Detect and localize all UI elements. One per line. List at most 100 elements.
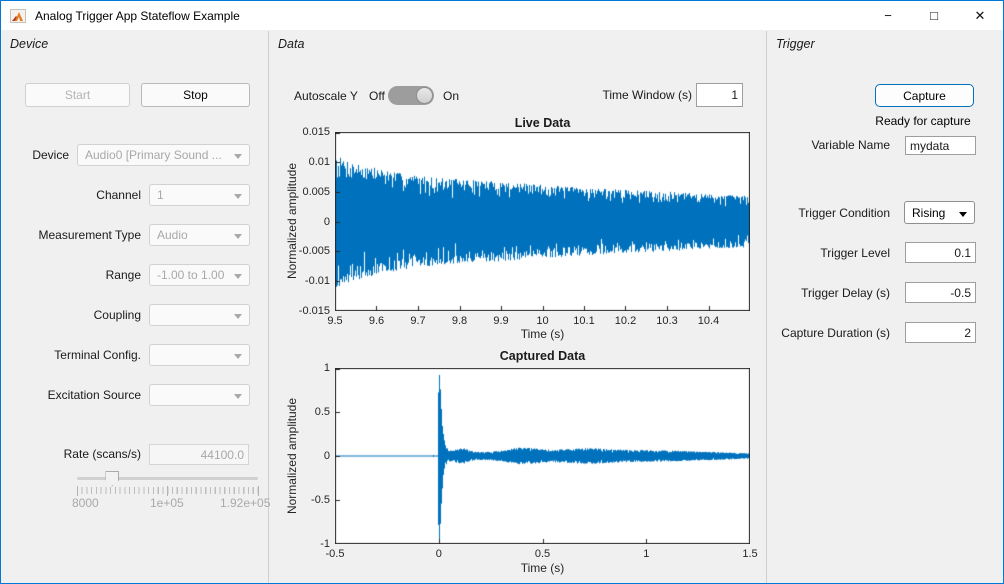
live-xtick-label: 9.7 (410, 315, 426, 327)
live-xtick-label: 10.1 (573, 315, 595, 327)
range-label: Range (105, 268, 141, 282)
rate-slider-ticks (77, 487, 259, 494)
measurement-type-label: Measurement Type (38, 228, 142, 242)
terminal-config-label: Terminal Config. (54, 348, 141, 362)
device-label: Device (32, 148, 69, 162)
rate-field[interactable]: 44100.0 (149, 444, 249, 465)
slider-max-label: 1.92e+05 (220, 496, 271, 510)
chevron-down-icon (234, 354, 242, 359)
range-dropdown[interactable]: -1.00 to 1.00 (149, 264, 250, 286)
close-button[interactable]: ✕ (974, 7, 986, 23)
chevron-down-icon (234, 394, 242, 399)
live-plot (335, 132, 750, 311)
data-panel-title: Data (278, 37, 305, 51)
chevron-down-icon (234, 314, 242, 319)
live-ytick-label: -0.01 (304, 275, 330, 288)
data-panel: Data Autoscale Y Off On Time Window (s) … (270, 31, 767, 583)
slider-mid-label: 1e+05 (150, 496, 184, 510)
minimize-button[interactable]: − (884, 8, 892, 23)
captured-xtick-label: 1 (643, 548, 650, 560)
rate-slider-track[interactable] (77, 477, 258, 480)
start-button[interactable]: Start (25, 83, 130, 107)
trigger-level-field[interactable]: 0.1 (905, 242, 976, 263)
chevron-down-icon (234, 234, 242, 239)
rate-label: Rate (scans/s) (63, 447, 141, 461)
measurement-type-dropdown-value: Audio (157, 228, 188, 242)
terminal-config-dropdown[interactable] (149, 344, 250, 366)
live-xtick-label: 10 (536, 315, 549, 327)
live-xtick-label: 10.4 (697, 315, 720, 327)
captured-ytick-label: -0.5 (311, 494, 330, 506)
captured-ytick-label: -1 (320, 538, 330, 550)
live-xtick-label: 9.9 (493, 315, 509, 327)
trigger-delay-field[interactable]: -0.5 (905, 282, 976, 303)
trigger-condition-value: Rising (912, 205, 946, 220)
chevron-down-icon (234, 274, 242, 279)
live-plot-title: Live Data (514, 116, 571, 130)
maximize-button[interactable]: □ (930, 8, 938, 23)
channel-dropdown-value: 1 (157, 188, 164, 202)
live-xtick-label: 9.5 (327, 315, 343, 327)
trigger-panel: Trigger Capture Ready for capture Variab… (768, 31, 1003, 583)
live-ytick-label: -0.015 (298, 305, 330, 317)
capture-duration-field[interactable]: 2 (905, 322, 976, 343)
capture-duration-label: Capture Duration (s) (781, 326, 890, 340)
trigger-level-label: Trigger Level (820, 246, 890, 260)
trigger-delay-label: Trigger Delay (s) (801, 286, 890, 300)
live-plot-xlabel: Time (s) (520, 327, 565, 341)
captured-ytick-label: 1 (323, 362, 330, 374)
excitation-source-dropdown[interactable] (149, 384, 250, 406)
trigger-condition-dropdown[interactable]: Rising (904, 201, 975, 224)
titlebar: Analog Trigger App Stateflow Example − □… (1, 1, 1003, 30)
live-xtick-label: 10.3 (656, 315, 678, 327)
live-ytick-label: 0.015 (302, 126, 330, 138)
matlab-app-icon (10, 8, 26, 23)
device-panel: Device Start Stop Device Audio0 [Primary… (2, 31, 271, 583)
variable-name-label: Variable Name (811, 138, 890, 152)
captured-ytick-label: 0.5 (314, 406, 330, 418)
window-title: Analog Trigger App Stateflow Example (35, 8, 240, 23)
rate-slider-thumb[interactable] (105, 471, 120, 486)
device-dropdown-value: Audio0 [Primary Sound ... (85, 148, 222, 162)
captured-plot-title: Captured Data (499, 349, 586, 363)
toggle-knob (416, 87, 433, 104)
captured-plot-xlabel: Time (s) (520, 561, 565, 575)
live-xtick-label: 9.6 (368, 315, 385, 327)
range-dropdown-value: -1.00 to 1.00 (157, 268, 225, 282)
coupling-dropdown[interactable] (149, 304, 250, 326)
capture-status: Ready for capture (875, 114, 971, 128)
live-xtick-label: 10.2 (614, 315, 637, 327)
autoscale-label: Autoscale Y (294, 89, 358, 103)
live-xtick-label: 9.8 (451, 315, 468, 327)
device-dropdown[interactable]: Audio0 [Primary Sound ... (77, 144, 250, 166)
device-panel-title: Device (10, 37, 49, 51)
stop-button[interactable]: Stop (141, 83, 250, 107)
measurement-type-dropdown[interactable]: Audio (149, 224, 250, 246)
excitation-source-label: Excitation Source (47, 388, 141, 402)
live-ytick-label: 0.01 (308, 155, 330, 168)
trigger-condition-label: Trigger Condition (798, 206, 890, 220)
live-ytick-label: 0 (323, 215, 330, 228)
slider-min-label: 8000 (72, 496, 99, 510)
chevron-down-icon (234, 194, 242, 199)
trigger-panel-title: Trigger (776, 37, 815, 51)
time-window-field[interactable]: 1 (696, 83, 743, 107)
captured-xtick-label: -0.5 (325, 548, 345, 560)
coupling-label: Coupling (93, 308, 141, 322)
variable-name-field[interactable]: mydata (905, 136, 976, 155)
captured-xtick-label: 1.5 (742, 548, 758, 560)
channel-dropdown[interactable]: 1 (149, 184, 250, 206)
channel-label: Channel (96, 188, 141, 202)
capture-button[interactable]: Capture (875, 84, 974, 107)
chevron-down-icon (234, 154, 242, 159)
autoscale-on-label: On (443, 89, 460, 103)
autoscale-off-label: Off (369, 89, 385, 103)
autoscale-toggle[interactable] (388, 86, 434, 105)
captured-xtick-label: 0 (435, 548, 442, 560)
captured-plot (335, 368, 750, 544)
live-ytick-label: 0.005 (302, 185, 330, 198)
captured-xtick-label: 0.5 (534, 548, 551, 560)
live-ytick-label: -0.005 (298, 245, 330, 258)
time-window-label: Time Window (s) (602, 88, 692, 102)
